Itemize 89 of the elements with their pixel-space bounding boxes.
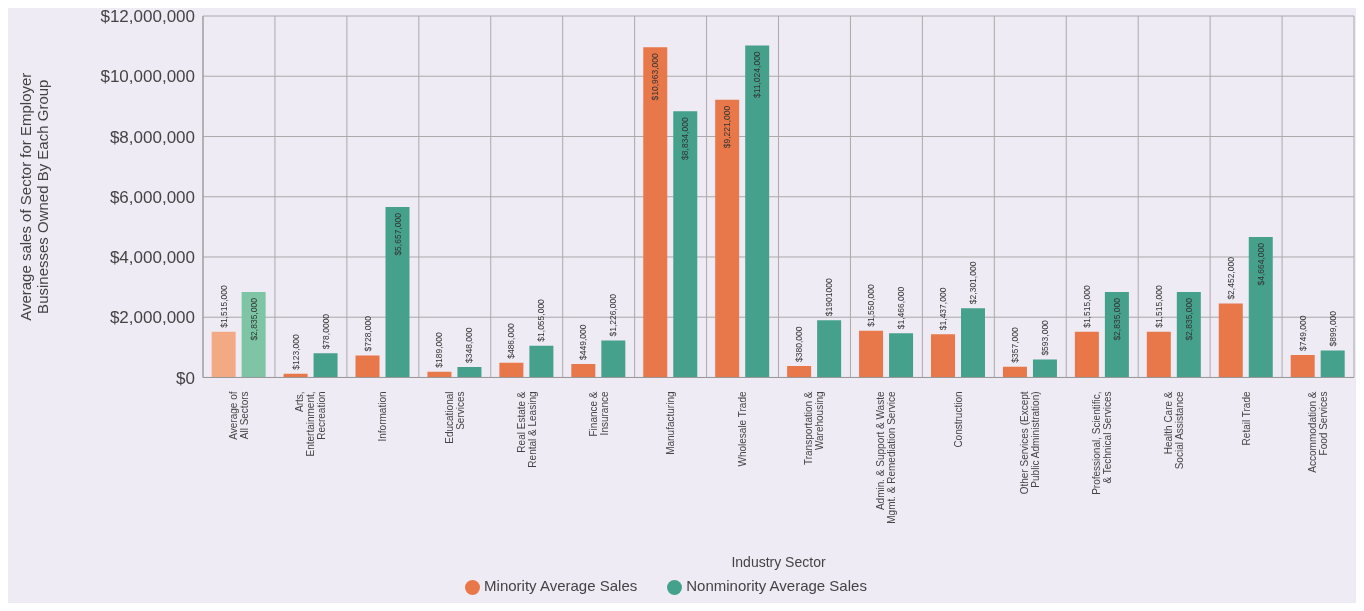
bar	[529, 345, 554, 378]
bar	[961, 308, 986, 378]
bar	[745, 45, 770, 378]
bar	[1104, 292, 1129, 378]
bar	[211, 331, 236, 378]
y-tick-label: $12,000,000	[100, 7, 195, 27]
data-label: $1,515,000	[1153, 285, 1164, 328]
bar	[673, 111, 698, 378]
bar	[1290, 354, 1315, 378]
data-label: $2,301,000	[968, 261, 979, 305]
data-label: $1,437,000	[938, 287, 949, 331]
bar	[817, 320, 842, 378]
data-label: $1,515,000	[218, 285, 229, 328]
y-tick-label: $6,000,000	[109, 187, 195, 207]
x-tick-label: Educational Services	[443, 391, 466, 444]
data-label: $10,963,000	[650, 52, 661, 101]
data-label: $1,466,000	[896, 286, 907, 330]
data-label: $348,000	[464, 327, 475, 363]
x-tick-label: Arts, Entertainment, Recreation	[294, 391, 328, 457]
data-label: $749,000	[1297, 315, 1308, 351]
legend-label: Minority Average Sales	[484, 577, 638, 595]
y-tick-label: $0	[176, 368, 195, 388]
bar	[499, 362, 524, 378]
bar	[1074, 331, 1099, 378]
data-label: $593,000	[1039, 319, 1050, 356]
bar	[859, 330, 884, 378]
data-label: $9,221,000	[722, 105, 733, 149]
bar	[931, 334, 956, 378]
data-label: $899,000	[1327, 310, 1338, 347]
y-tick-label: $2,000,000	[109, 308, 195, 328]
x-tick-label: Transportation & Warehousing	[803, 391, 826, 466]
x-tick-label: Health Care & Social Assistance	[1163, 391, 1186, 470]
x-tick-label: Construction	[952, 391, 964, 448]
y-tick-label: $10,000,000	[100, 67, 195, 87]
bar	[313, 353, 338, 378]
x-axis-title: Industry Sector	[731, 554, 826, 571]
x-tick-label: Professional, Scientific, & Technical Services	[1091, 391, 1114, 495]
data-label: $2,835,000	[1111, 297, 1122, 341]
x-tick-label: Other Services (Except Public Administration)	[1019, 391, 1042, 495]
y-tick-label: $8,000,000	[109, 127, 195, 147]
x-tick-label: Wholesale Trade	[737, 391, 749, 467]
bar	[1146, 331, 1171, 378]
bar	[1002, 366, 1027, 378]
bar	[601, 340, 626, 378]
bar	[715, 99, 740, 378]
y-tick-label: $4,000,000	[109, 248, 195, 268]
bar	[1176, 292, 1201, 378]
data-label: $2,835,000	[248, 297, 259, 341]
bar	[1218, 303, 1243, 378]
x-tick-label: Retail Trade	[1240, 391, 1252, 446]
data-label: $2,835,000	[1183, 297, 1194, 341]
bar	[241, 292, 266, 378]
x-tick-label: Manufacturing	[665, 391, 677, 455]
data-label: $2,452,000	[1225, 256, 1236, 300]
data-label: $5,657,000	[392, 212, 403, 256]
data-label: $728,000	[362, 315, 373, 352]
data-label: $123,000	[290, 334, 301, 370]
data-label: $78,0000	[320, 313, 331, 350]
bar	[457, 366, 482, 378]
bar	[889, 333, 914, 378]
data-label: $8,834,000	[680, 117, 691, 160]
bar	[643, 47, 668, 378]
data-label: $4,664,000	[1255, 242, 1266, 286]
legend-label: Nonminority Average Sales	[686, 577, 867, 595]
bar	[355, 355, 380, 378]
bar	[1320, 350, 1345, 378]
x-tick-label: Admin. & Support & Waste Mgmt. & Remediation Service	[875, 391, 898, 524]
data-label: $380,000	[794, 326, 805, 363]
x-tick-label: Information	[377, 391, 389, 442]
data-label: $449,000	[578, 324, 589, 360]
x-tick-label: Accommodation & Food Services	[1307, 391, 1330, 473]
data-label: $1,550,000	[866, 283, 877, 327]
y-axis-title: Average sales of Sector for Employer Businesses Owned By Each Group	[17, 72, 51, 321]
x-tick-label: Average of All Sectors	[227, 391, 250, 440]
data-label: $486,000	[506, 323, 517, 359]
data-label: $1,055,000	[536, 298, 547, 342]
data-label: $1901000	[824, 278, 835, 317]
data-label: $1,226,000	[608, 293, 619, 337]
bar	[571, 363, 596, 378]
x-tick-label: Finance & Insurance	[587, 391, 610, 437]
x-tick-label: Real Estate & Rental & Leasing	[515, 391, 538, 468]
bar	[1248, 236, 1273, 378]
data-label: $11,024,000	[752, 51, 763, 99]
data-label: $189,000	[434, 332, 445, 368]
bar	[787, 366, 812, 378]
bar	[1032, 359, 1057, 378]
data-label: $357,000	[1009, 326, 1020, 363]
data-label: $1,515,000	[1081, 285, 1092, 328]
bar	[385, 207, 410, 378]
